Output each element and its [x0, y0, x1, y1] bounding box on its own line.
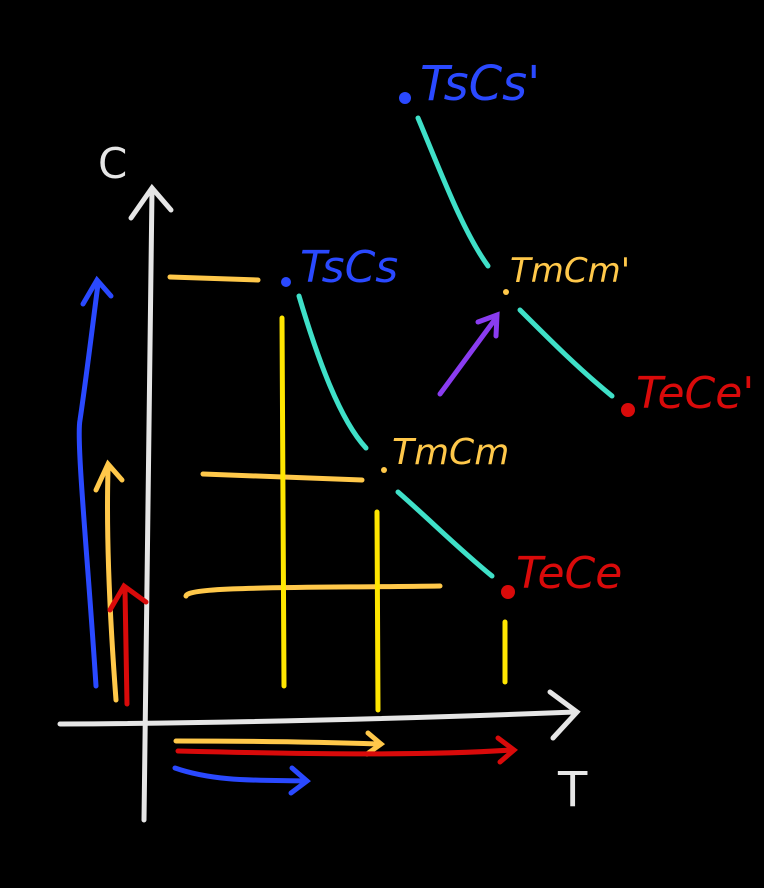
- horizontal-arrows: [172, 730, 518, 796]
- tm-cm-label: TmCm: [392, 432, 509, 473]
- y-axis: [141, 187, 155, 823]
- red-up-arrowhead: [107, 582, 149, 613]
- blue-right-arrow: [172, 765, 308, 784]
- te-ce-prime-label: TeCe': [636, 368, 754, 419]
- axes: [57, 183, 581, 823]
- yellow-right-arrow: [173, 738, 381, 747]
- te-ce-dot: [501, 585, 515, 599]
- path-s-to-m: [296, 293, 369, 451]
- point-markers: [281, 92, 635, 599]
- guide-lines: [167, 274, 508, 713]
- red-up-arrow: [122, 587, 130, 707]
- path-m-to-e: [395, 489, 495, 579]
- blue-up-arrowhead: [80, 275, 114, 307]
- shift-arrow-head: [475, 311, 500, 339]
- tm-cm-prime-label: TmCm': [510, 251, 630, 291]
- y-axis-label: C: [98, 139, 127, 188]
- cs-level-line: [167, 274, 261, 283]
- path-s-to-m-prime: [415, 115, 491, 269]
- ts-cs-prime-label: TsCs': [420, 56, 540, 112]
- shift-arrow-shaft: [437, 315, 499, 397]
- x-axis-arrowhead: [547, 689, 581, 741]
- red-right-arrowhead: [495, 735, 518, 765]
- y-axis-arrowhead: [128, 183, 174, 221]
- x-axis: [57, 709, 578, 727]
- tm-vertical-line: [374, 509, 381, 713]
- path-m-to-e-prime: [517, 307, 615, 399]
- ts-vertical-line: [279, 315, 287, 689]
- ts-cs-label: TsCs: [300, 242, 398, 293]
- vertical-arrows: [76, 275, 149, 707]
- shift-arrow: [437, 311, 500, 397]
- blue-right-arrowhead: [288, 765, 311, 796]
- yellow-up-arrowhead: [93, 459, 125, 493]
- blue-up-arrow: [76, 281, 101, 689]
- ts-cs-prime-dot: [399, 92, 411, 104]
- te-ce-label: TeCe: [516, 548, 622, 599]
- yellow-right-arrowhead: [364, 730, 386, 757]
- ce-level-line: [183, 583, 443, 599]
- red-right-arrow: [175, 747, 515, 757]
- tm-cm-dot: [381, 467, 387, 473]
- te-ce-prime-dot: [621, 403, 635, 417]
- ts-cs-dot: [281, 277, 291, 287]
- tm-cm-prime-dot: [503, 289, 509, 295]
- x-axis-label: T: [557, 762, 588, 818]
- yellow-up-arrow: [104, 467, 119, 703]
- trajectories: [296, 115, 615, 579]
